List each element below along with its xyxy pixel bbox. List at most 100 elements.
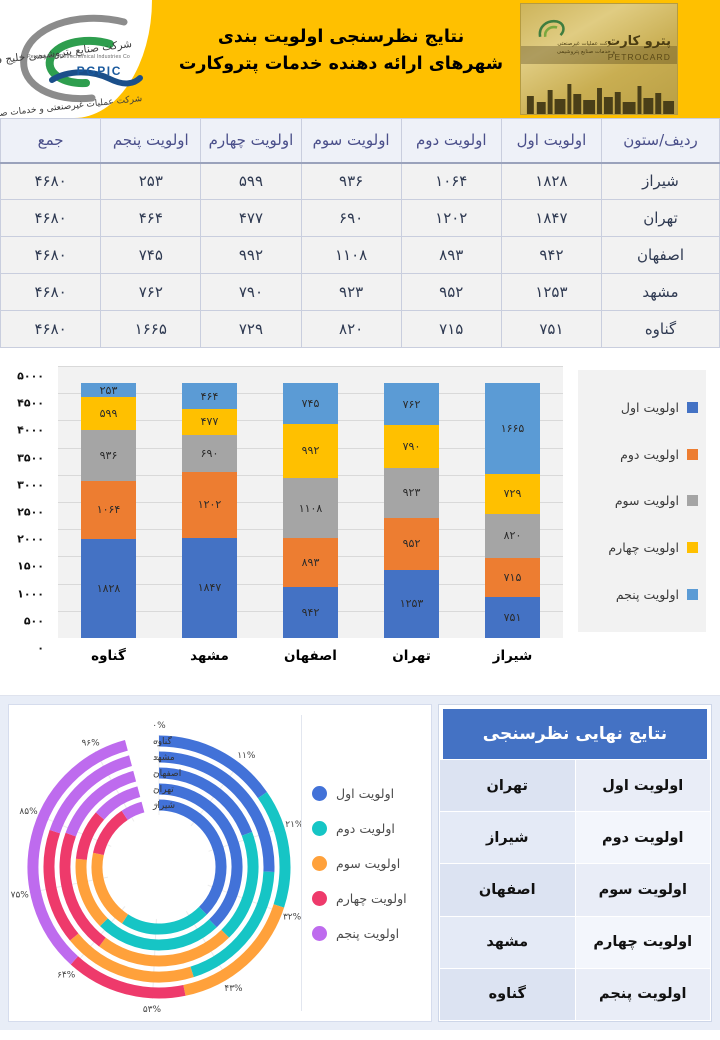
th-sum: جمع <box>0 118 102 164</box>
bar-segment[interactable]: ۹۴۲ <box>283 586 338 638</box>
bar-segment[interactable]: ۸۲۰ <box>485 513 540 559</box>
bar-column[interactable]: ۲۵۳ ۵۹۹ ۹۳۶ ۱۰۶۴ ۱۸۲۸ <box>81 383 136 638</box>
legend-item[interactable]: اولویت چهارم <box>586 540 698 555</box>
bar-segment[interactable]: ۴۶۴ <box>182 383 237 409</box>
cell-city: گناوه <box>601 310 720 348</box>
radial-segment[interactable] <box>69 933 194 983</box>
bar-segment[interactable]: ۱۲۵۳ <box>384 569 439 638</box>
radial-segment[interactable] <box>183 904 285 996</box>
bar-segment[interactable]: ۸۹۳ <box>283 538 338 587</box>
bar-segment[interactable]: ۷۵۱ <box>485 597 540 638</box>
radial-segment[interactable] <box>91 852 129 924</box>
legend-item[interactable]: اولویت سوم <box>586 493 698 508</box>
radial-segment[interactable] <box>70 956 186 999</box>
radial-segment[interactable] <box>43 829 79 941</box>
radial-chart-legend: اولویت اول اولویت دوم اولویت سوم اولویت چها… <box>302 705 431 1021</box>
radial-segment[interactable] <box>158 735 267 799</box>
radial-segment[interactable] <box>49 755 133 834</box>
bar-segment[interactable]: ۱۰۶۴ <box>81 480 136 539</box>
cell-sum: ۴۶۸۰ <box>0 310 102 348</box>
radial-segment[interactable] <box>99 929 230 967</box>
bar-column[interactable]: ۱۶۶۵ ۷۲۹ ۸۲۰ ۷۱۵ ۷۵۱ <box>485 383 540 638</box>
legend-swatch <box>687 495 698 507</box>
th-row-col: ردیف/ستون <box>601 118 720 164</box>
radial-ring-label: گناوه <box>153 735 173 747</box>
radial-segment[interactable] <box>221 831 259 938</box>
page-title: نتایج نظرسنجی اولویت بندی شهرهای ارائه د… <box>172 24 510 78</box>
radial-segment[interactable] <box>158 751 275 872</box>
final-label: اولویت سوم <box>574 863 711 917</box>
bar-segment[interactable]: ۷۴۵ <box>283 383 338 424</box>
radial-axis-tick-label: ۶۴% <box>57 970 76 980</box>
cell-p5: ۷۶۲ <box>100 273 202 311</box>
cell-p2: ۷۱۵ <box>400 310 502 348</box>
legend-item[interactable]: اولویت پنجم <box>586 587 698 602</box>
bar-segment[interactable]: ۴۷۷ <box>182 408 237 435</box>
radial-segment[interactable] <box>27 739 128 965</box>
final-value: تهران <box>439 758 576 813</box>
radial-axis-tick-label: ۵۳% <box>143 1005 162 1015</box>
radial-segment[interactable] <box>93 810 128 856</box>
radial-segment[interactable] <box>158 799 227 915</box>
final-label: اولویت اول <box>574 758 711 813</box>
cell-sum: ۴۶۸۰ <box>0 273 102 311</box>
bar-segment[interactable]: ۵۹۹ <box>81 397 136 430</box>
radial-segment[interactable] <box>65 770 137 837</box>
radial-segment[interactable] <box>257 791 291 908</box>
bar-column[interactable]: ۷۶۲ ۷۹۰ ۹۲۳ ۹۵۲ ۱۲۵۳ <box>384 383 439 638</box>
radial-ring-label: تهران <box>153 785 174 795</box>
bar-segment[interactable]: ۱۸۲۸ <box>81 538 136 638</box>
legend-item[interactable]: اولویت سوم <box>312 855 417 871</box>
radial-segment[interactable] <box>158 783 243 928</box>
bar-segment[interactable]: ۷۱۵ <box>485 558 540 598</box>
legend-item[interactable]: اولویت اول <box>586 400 698 415</box>
cell-sum: ۴۶۸۰ <box>0 199 102 237</box>
radial-segment[interactable] <box>75 858 108 927</box>
legend-swatch <box>687 448 698 460</box>
bar-segment[interactable]: ۷۹۰ <box>384 424 439 468</box>
radial-segment[interactable] <box>190 871 275 978</box>
bar-segment[interactable]: ۷۲۹ <box>485 474 540 514</box>
y-axis-tick-label: ۵۰۰ <box>23 614 44 628</box>
cell-p3: ۹۲۳ <box>300 273 402 311</box>
bar-segment[interactable]: ۹۳۶ <box>81 429 136 481</box>
y-axis-tick-label: ۳۰۰۰ <box>17 478 44 492</box>
cell-city: اصفهان <box>601 236 720 274</box>
radial-segment[interactable] <box>59 832 106 947</box>
bar-column[interactable]: ۴۶۴ ۴۷۷ ۶۹۰ ۱۲۰۲ ۱۸۴۷ <box>182 383 237 638</box>
radial-segment[interactable] <box>158 767 253 836</box>
y-axis-tick-label: ۵۰۰۰ <box>17 369 44 383</box>
cell-p2: ۸۹۳ <box>400 236 502 274</box>
cell-p4: ۷۲۹ <box>200 310 302 348</box>
cell-p4: ۹۹۲ <box>200 236 302 274</box>
bar-segment[interactable]: ۱۸۴۷ <box>182 537 237 638</box>
legend-item[interactable]: اولویت چهارم <box>312 890 417 906</box>
cell-p4: ۴۷۷ <box>200 199 302 237</box>
legend-label: اولویت چهارم <box>336 890 407 906</box>
radial-segment[interactable] <box>121 801 145 821</box>
bar-column[interactable]: ۷۴۵ ۹۹۲ ۱۱۰۸ ۸۹۳ ۹۴۲ <box>283 383 338 638</box>
radial-segment[interactable] <box>95 786 141 820</box>
radial-axis-tick-label: ۸۵% <box>19 807 38 817</box>
legend-item[interactable]: اولویت دوم <box>312 820 417 836</box>
bar-segment[interactable]: ۶۹۰ <box>182 434 237 473</box>
cell-city: مشهد <box>601 273 720 311</box>
bar-segment[interactable]: ۱۲۰۲ <box>182 472 237 538</box>
y-axis-tick-label: ۳۵۰۰ <box>17 451 44 465</box>
pgpic-en-name: Persian Gulf Petrochemical Industries Co <box>27 54 130 60</box>
bar-segment[interactable]: ۹۲۳ <box>384 467 439 519</box>
legend-item[interactable]: اولویت دوم <box>586 447 698 462</box>
bar-segment[interactable]: ۱۱۰۸ <box>283 477 338 539</box>
legend-swatch <box>687 401 698 413</box>
radial-segment[interactable] <box>75 812 105 861</box>
radial-segment[interactable] <box>122 906 207 935</box>
bar-segment[interactable]: ۲۵۳ <box>81 383 136 398</box>
bar-segment[interactable]: ۹۵۲ <box>384 518 439 570</box>
bar-segment[interactable]: ۱۶۶۵ <box>485 383 540 475</box>
legend-item[interactable]: اولویت پنجم <box>312 925 417 941</box>
table-body: شیراز ۱۸۲۸ ۱۰۶۴ ۹۳۶ ۵۹۹ ۲۵۳ ۴۶۸۰ تهران ۱… <box>0 162 720 348</box>
bar-segment[interactable]: ۷۶۲ <box>384 383 439 425</box>
bar-segment[interactable]: ۹۹۲ <box>283 423 338 478</box>
radial-segment[interactable] <box>100 918 217 951</box>
legend-item[interactable]: اولویت اول <box>312 785 417 801</box>
